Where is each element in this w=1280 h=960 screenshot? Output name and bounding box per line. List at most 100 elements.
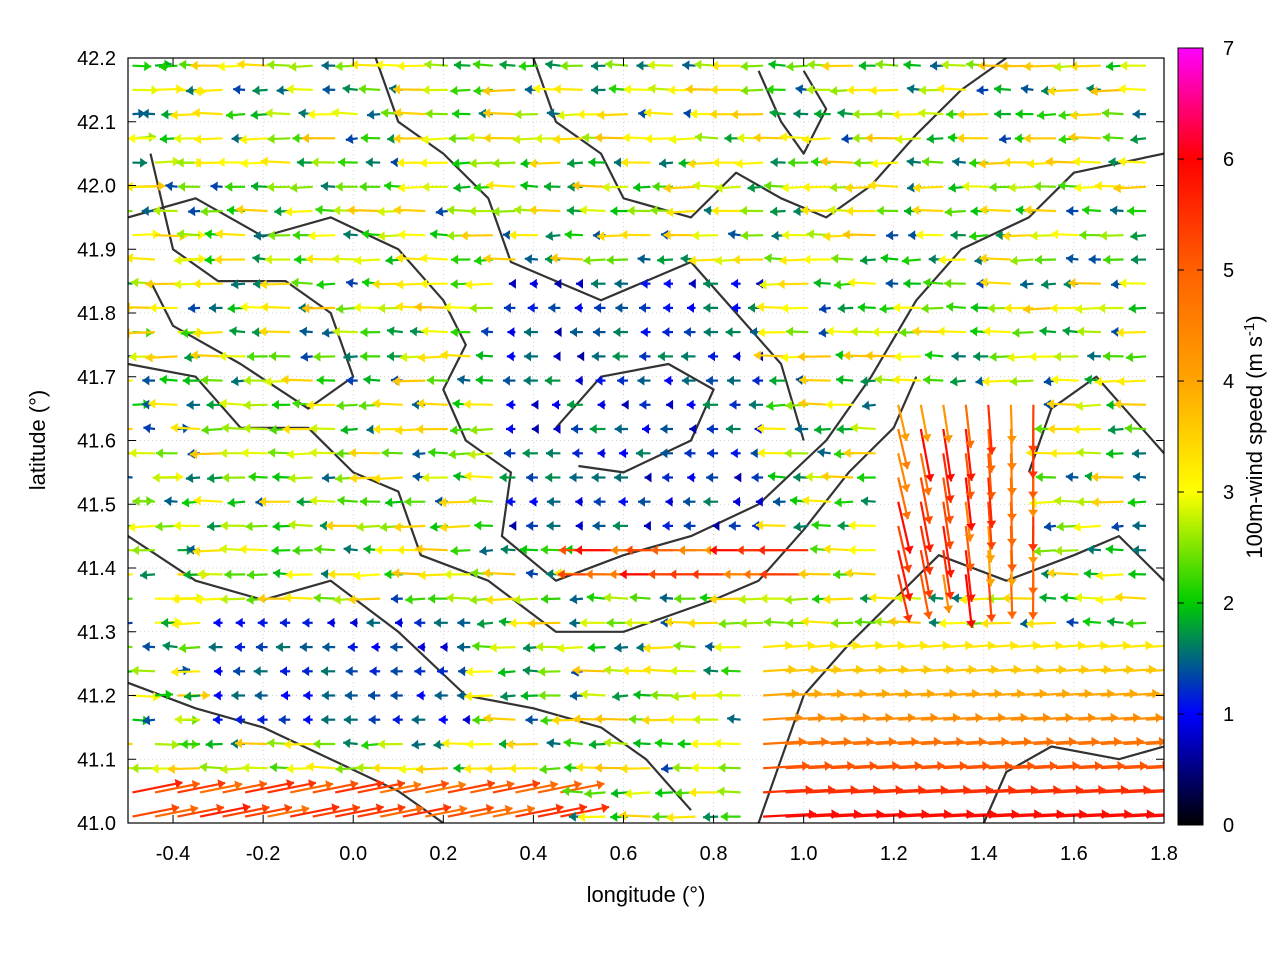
wind-arrow-head bbox=[779, 255, 787, 266]
wind-arrow-head bbox=[688, 278, 696, 289]
wind-arrow bbox=[1102, 132, 1124, 143]
wind-arrow-head bbox=[740, 61, 748, 72]
wind-arrow-head bbox=[265, 108, 273, 119]
wind-arrow-head bbox=[1008, 182, 1016, 193]
wind-arrow bbox=[986, 404, 997, 455]
wind-arrow bbox=[290, 182, 313, 193]
wind-arrow-head bbox=[574, 302, 582, 313]
wind-arrow-head bbox=[699, 593, 708, 603]
wind-arrow-head bbox=[422, 472, 430, 483]
wind-arrow-head bbox=[197, 569, 205, 580]
wind-arrow bbox=[793, 108, 809, 119]
wind-arrow bbox=[439, 497, 471, 508]
wind-arrow bbox=[154, 156, 181, 167]
wind-arrow bbox=[691, 762, 719, 773]
wind-arrow-head bbox=[260, 156, 268, 167]
wind-arrow bbox=[1145, 741, 1164, 746]
wind-arrow bbox=[457, 617, 471, 628]
wind-arrow bbox=[727, 229, 741, 240]
wind-arrow-head bbox=[662, 520, 670, 531]
wind-arrow-head bbox=[397, 157, 404, 168]
wind-arrow-head bbox=[817, 447, 825, 458]
wind-arrow bbox=[802, 182, 831, 193]
wind-arrow bbox=[950, 376, 966, 387]
wind-arrow bbox=[1131, 545, 1147, 556]
wind-arrow bbox=[469, 425, 493, 436]
wind-arrow-head bbox=[712, 520, 720, 531]
wind-arrow-head bbox=[620, 763, 628, 774]
wind-arrow bbox=[591, 351, 606, 362]
x-axis-title: longitude (°) bbox=[587, 882, 706, 907]
wind-arrow bbox=[171, 619, 201, 630]
wind-arrow bbox=[711, 60, 741, 71]
wind-arrow bbox=[372, 763, 403, 773]
wind-arrow-head bbox=[923, 516, 934, 524]
wind-arrow-head bbox=[259, 279, 267, 290]
wind-arrow bbox=[395, 253, 426, 264]
wind-arrow-head bbox=[443, 302, 451, 313]
wind-arrow bbox=[897, 428, 911, 470]
wind-arrow-head bbox=[869, 85, 877, 96]
wind-arrow-head bbox=[892, 374, 900, 385]
wind-arrow bbox=[665, 496, 673, 507]
wind-arrow bbox=[895, 134, 921, 145]
wind-arrow bbox=[620, 763, 651, 774]
wind-arrow-head bbox=[1132, 109, 1140, 120]
wind-arrow bbox=[313, 739, 336, 749]
wind-arrow-head bbox=[842, 229, 850, 240]
wind-arrow-head bbox=[483, 108, 491, 119]
wind-arrow bbox=[132, 132, 156, 143]
wind-arrow bbox=[468, 206, 493, 217]
wind-arrow bbox=[212, 714, 223, 725]
wind-arrow-head bbox=[477, 618, 485, 629]
wind-arrow-head bbox=[1094, 760, 1103, 771]
wind-arrow-head bbox=[669, 569, 677, 580]
wind-arrow-head bbox=[897, 640, 905, 651]
wind-arrow-head bbox=[923, 374, 931, 385]
wind-arrow-shaft bbox=[942, 453, 952, 503]
wind-arrow bbox=[529, 278, 538, 289]
wind-arrow bbox=[1066, 206, 1079, 216]
wind-arrow-head bbox=[592, 520, 600, 531]
wind-arrow bbox=[167, 764, 201, 774]
colorbar-tick-label: 2 bbox=[1223, 593, 1234, 615]
wind-arrow-head bbox=[546, 520, 554, 531]
wind-arrow-head bbox=[903, 545, 914, 554]
wind-arrow-shaft bbox=[987, 453, 993, 500]
wind-arrow-head bbox=[500, 691, 508, 702]
wind-arrow-head bbox=[601, 803, 610, 814]
wind-arrow bbox=[178, 181, 201, 192]
wind-arrow bbox=[952, 157, 966, 167]
wind-arrow bbox=[920, 712, 961, 723]
wind-arrow-head bbox=[384, 569, 392, 580]
wind-arrow bbox=[1047, 86, 1079, 96]
wind-arrow bbox=[592, 520, 606, 531]
wind-arrow-head bbox=[691, 230, 699, 241]
wind-arrow bbox=[165, 181, 178, 192]
wind-arrow bbox=[199, 762, 223, 773]
wind-arrow bbox=[688, 255, 719, 266]
wind-arrow-head bbox=[995, 230, 1003, 241]
colorbar-tick-label: 6 bbox=[1223, 149, 1234, 171]
wind-arrow-shaft bbox=[1145, 741, 1164, 746]
wind-arrow bbox=[425, 108, 448, 119]
wind-arrow-shaft bbox=[830, 740, 874, 746]
wind-arrow-head bbox=[534, 133, 542, 144]
wind-arrow-head bbox=[916, 229, 924, 240]
wind-arrow-head bbox=[846, 206, 853, 217]
wind-arrow bbox=[663, 278, 673, 289]
wind-arrow bbox=[753, 132, 786, 143]
wind-arrow-head bbox=[411, 714, 419, 725]
wind-arrow-head bbox=[888, 736, 896, 747]
colorbar-tick-label: 7 bbox=[1223, 38, 1234, 60]
wind-arrow-head bbox=[397, 803, 406, 814]
wind-arrow-shaft bbox=[919, 428, 932, 482]
wind-arrow bbox=[763, 688, 800, 699]
wind-arrow-head bbox=[460, 230, 468, 241]
wind-arrow-head bbox=[817, 712, 825, 723]
wind-arrow-head bbox=[835, 350, 844, 361]
wind-arrow-head bbox=[1065, 472, 1074, 482]
wind-arrow-head bbox=[1007, 564, 1018, 572]
wind-arrow-head bbox=[229, 326, 237, 337]
wind-arrow bbox=[502, 375, 516, 386]
